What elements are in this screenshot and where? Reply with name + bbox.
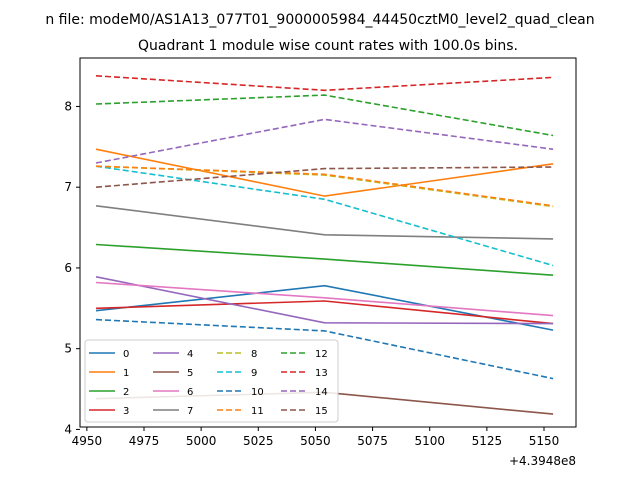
y-tick-label: 5 [64,342,72,356]
series-lines [95,75,554,415]
series-line-10 [95,318,554,380]
plot-frame [79,57,577,428]
chart-title: Quadrant 1 module wise count rates with … [138,38,518,54]
legend-label: 8 [251,349,257,360]
chart-suptitle: n file: modeM0/AS1A13_077T01_9000005984_… [45,12,594,28]
legend-label: 11 [251,406,264,417]
legend-label: 3 [123,406,129,417]
series-line-9 [95,165,554,267]
legend-label: 2 [123,387,129,398]
y-tick-label: 8 [64,99,72,113]
series-line-2 [95,243,554,276]
series-line-11 [95,165,554,207]
series-line-3 [95,300,554,325]
series-line-13 [95,75,554,92]
x-tick-label: 5150 [529,434,560,448]
legend-label: 0 [123,349,129,360]
legend-label: 7 [187,406,193,417]
legend-label: 1 [123,368,129,379]
y-tick-label: 6 [64,261,72,275]
series-line-4 [95,276,554,325]
legend-label: 14 [315,387,328,398]
x-offset-label: +4.3948e8 [509,454,576,468]
x-tick-label: 5025 [243,434,274,448]
legend-label: 12 [315,349,328,360]
legend-label: 10 [251,387,264,398]
legend-label: 9 [251,368,257,379]
legend-label: 13 [315,368,328,379]
series-line-6 [95,281,554,317]
x-axis: 4950 4975 5000 5025 5050 5075 5100 5125 5150 [72,427,560,448]
legend-box [84,339,339,423]
x-tick-label: 5050 [300,434,331,448]
x-tick-label: 4975 [129,434,160,448]
series-line-15 [95,166,554,188]
x-tick-label: 5000 [186,434,217,448]
legend-label: 15 [315,406,328,417]
x-tick-label: 4950 [72,434,103,448]
series-line-12 [95,94,554,137]
x-tick-label: 5075 [357,434,388,448]
y-axis: 4 5 6 7 8 [64,99,80,436]
series-line-7 [95,205,554,240]
series-line-1 [95,148,554,197]
x-tick-label: 5100 [414,434,445,448]
legend-label: 4 [187,349,193,360]
series-line-14 [95,118,554,164]
legend-label: 6 [187,387,193,398]
y-tick-label: 4 [64,422,72,436]
y-tick-label: 7 [64,180,72,194]
x-tick-label: 5125 [472,434,503,448]
legend-label: 5 [187,368,193,379]
